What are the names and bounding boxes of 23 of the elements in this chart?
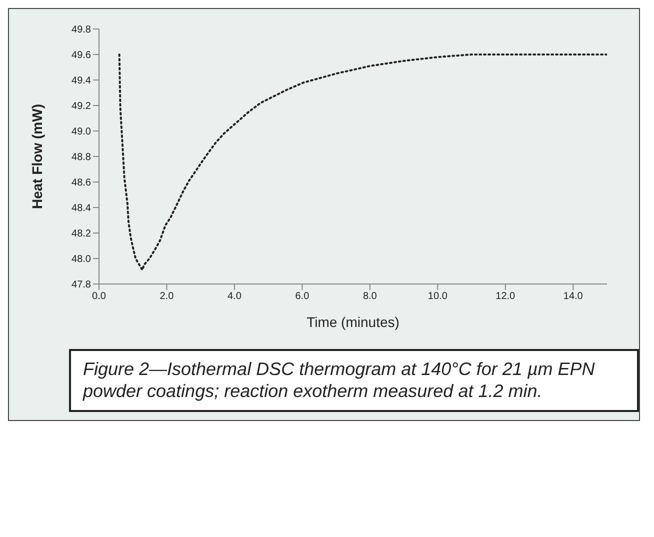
y-tick-label: 49.2 <box>72 101 92 112</box>
x-tick-label: 6.0 <box>295 291 310 302</box>
y-tick-label: 49.8 <box>72 24 92 36</box>
y-tick-label: 49.6 <box>72 50 92 62</box>
y-tick-label: 48.8 <box>72 152 92 164</box>
y-tick-label: 47.8 <box>72 280 92 291</box>
y-tick-label: 49.4 <box>72 76 92 87</box>
x-tick-label: 0.0 <box>92 291 106 302</box>
x-tick-label: 14.0 <box>563 291 584 302</box>
x-tick-label: 4.0 <box>228 291 242 302</box>
y-tick-label: 48.2 <box>72 228 92 240</box>
line-series <box>118 54 607 271</box>
y-tick-label: 48.4 <box>72 203 92 214</box>
x-tick-label: 10.0 <box>428 291 448 302</box>
y-tick-label: 49.0 <box>72 126 92 138</box>
y-axis-title: Heat Flow (mW) <box>28 104 45 209</box>
caption: Figure 2—Isothermal DSC thermogram at 140°C for 21 µm EPN powder coatings; reaction exotherm measured at 1.2 min. <box>69 349 639 412</box>
y-tick-label: 48.6 <box>72 178 92 189</box>
x-tick-label: 8.0 <box>362 291 378 302</box>
x-axis-title: Time (minutes) <box>306 314 400 330</box>
x-tick-label: 12.0 <box>496 291 516 302</box>
y-tick-label: 48.0 <box>72 254 92 266</box>
x-tick-label: 2.0 <box>160 291 174 302</box>
